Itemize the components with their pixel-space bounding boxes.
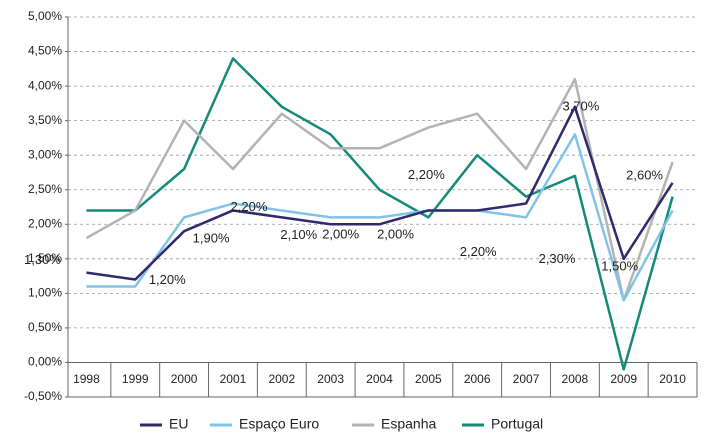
y-tick-label: 1,50% bbox=[28, 251, 62, 265]
y-tick-label: 0,00% bbox=[28, 355, 62, 369]
y-tick-label: 1,00% bbox=[28, 286, 62, 300]
legend-label: Espaço Euro bbox=[239, 416, 319, 432]
y-tick-label: 2,50% bbox=[28, 182, 62, 196]
series-line bbox=[85, 77, 674, 302]
data-label: 1,20% bbox=[149, 272, 186, 287]
y-tick-label: 3,00% bbox=[28, 147, 62, 161]
series-line bbox=[86, 133, 674, 302]
legend-label: Portugal bbox=[491, 416, 543, 432]
y-tick-label: 4,00% bbox=[28, 78, 62, 92]
data-label: 1,50% bbox=[601, 258, 638, 273]
x-tick-label: 2004 bbox=[366, 372, 393, 386]
data-label: 2,30% bbox=[539, 251, 576, 266]
x-tick-label: 1998 bbox=[73, 372, 100, 386]
data-label: 3,70% bbox=[562, 98, 599, 113]
y-tick-label: 0,50% bbox=[28, 320, 62, 334]
y-tick-label: 2,00% bbox=[28, 216, 62, 230]
y-tick-label: -0,50% bbox=[24, 389, 62, 403]
y-tick-label: 3,50% bbox=[28, 113, 62, 127]
data-label: 2,20% bbox=[408, 167, 445, 182]
y-tick-label: 4,50% bbox=[28, 44, 62, 58]
data-label: 2,10% bbox=[280, 227, 317, 242]
legend: EU Espaço Euro Espanha Portugal bbox=[140, 416, 543, 432]
x-tick-label: 2009 bbox=[610, 372, 637, 386]
x-tick-label: 2010 bbox=[659, 372, 686, 386]
x-tick-label: 2003 bbox=[317, 372, 344, 386]
x-tick-label: 2005 bbox=[415, 372, 442, 386]
x-tick-label: 1999 bbox=[122, 372, 149, 386]
data-label: 2,20% bbox=[231, 199, 268, 214]
x-tick-label: 2001 bbox=[220, 372, 247, 386]
x-tick-label: 2000 bbox=[171, 372, 198, 386]
x-tick-label: 2007 bbox=[513, 372, 540, 386]
data-label: 1,90% bbox=[193, 231, 230, 246]
legend-label: EU bbox=[169, 416, 188, 432]
series-line bbox=[86, 57, 674, 371]
series-line bbox=[86, 105, 674, 281]
x-tick-label: 2006 bbox=[464, 372, 491, 386]
data-label: 2,20% bbox=[460, 244, 497, 259]
data-label: 1,30% bbox=[24, 252, 61, 267]
x-tick-label: 2008 bbox=[562, 372, 589, 386]
legend-label: Espanha bbox=[381, 416, 436, 432]
data-label: 2,00% bbox=[377, 227, 414, 242]
data-label: 2,00% bbox=[322, 227, 359, 242]
y-tick-label: 5,00% bbox=[28, 9, 62, 23]
x-tick-label: 2002 bbox=[268, 372, 295, 386]
data-label: 2,60% bbox=[626, 167, 663, 182]
